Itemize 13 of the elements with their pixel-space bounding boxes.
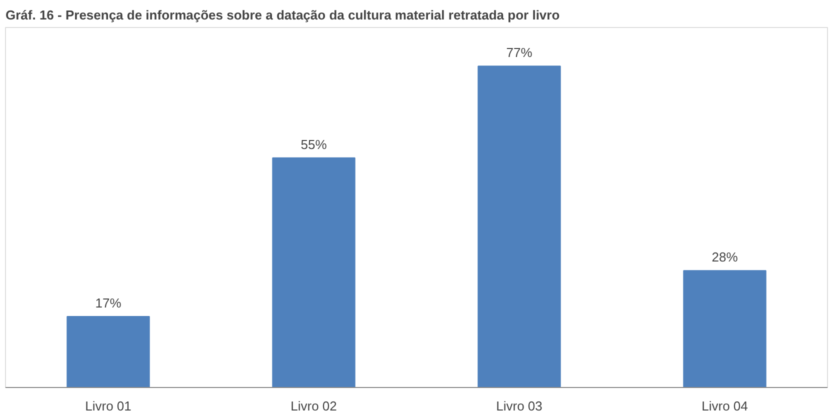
x-tick-label: Livro 04 (702, 398, 748, 414)
bar (66, 316, 150, 388)
x-tick-label: Livro 03 (496, 398, 542, 414)
bar (478, 66, 561, 388)
data-label: 28% (712, 250, 738, 265)
x-tick-label: Livro 01 (85, 398, 132, 414)
data-label: 77% (506, 45, 533, 60)
data-label: 55% (300, 136, 328, 152)
chart-title: Gráf. 16 - Presença de informações sobre a datação da cultura material retratada por livro (6, 8, 560, 22)
bar (683, 270, 766, 388)
x-tick-label: Livro 02 (290, 398, 337, 414)
data-label: 17% (95, 296, 122, 311)
bar (272, 157, 356, 388)
